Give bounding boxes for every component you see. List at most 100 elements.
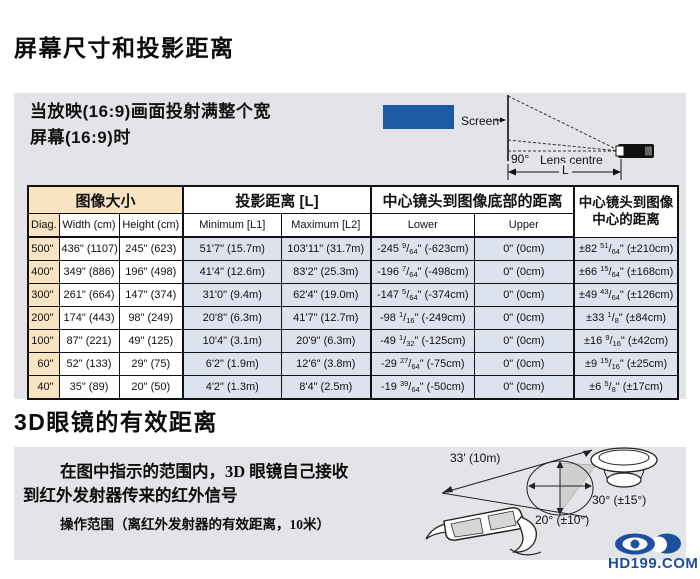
hd199-eye-logo-icon (615, 533, 681, 555)
table-row: 40" 35" (89) 20" (50) 4'2" (1.3m) 8'4" (2.5m… (27, 375, 679, 400)
table-cell: 196" (498) (118, 260, 184, 284)
group-header-image-size: 图像大小 (27, 185, 184, 214)
table-cell: 500" (27, 236, 60, 261)
table-cell: 261" (664) (58, 283, 120, 307)
table-group-header-row: 图像大小 投影距离 [L] 中心镜头到图像底部的距离 中心镜头到图像中心的距离 (27, 185, 679, 238)
table-cell: 200" (27, 306, 60, 330)
group-header-lens-to-center: 中心镜头到图像中心的距离 (573, 185, 679, 238)
watermark: HD199.COM (608, 533, 698, 573)
table-cell: 103'11" (31.7m) (280, 236, 372, 261)
table-cell: 10'4" (3.1m) (182, 329, 282, 353)
table-cell: 8'4" (2.5m) (280, 375, 372, 400)
angle-30deg-label: 30° (±15°) (592, 493, 647, 507)
glasses-section: 在图中指示的范围内，3D 眼镜自己接收 到红外发射器传来的红外信号 操作范围（离… (14, 447, 686, 560)
table-row: 200" 174" (443) 98" (249) 20'8" (6.3m) 41'7"… (27, 306, 679, 330)
glasses-text-line3: 操作范围（离红外发射器的有效距离，10米） (60, 517, 330, 532)
table-cell: ±66 15/64" (±168cm) (573, 260, 679, 284)
table-cell: 0" (0cm) (473, 375, 575, 400)
col-header-diag: Diag. (27, 213, 60, 238)
col-header-lower: Lower (370, 213, 475, 238)
table-cell: ±33 1/8" (±84cm) (573, 306, 679, 330)
table-cell: ±16 9/16" (±42cm) (573, 329, 679, 353)
col-header-height: Height (cm) (118, 213, 184, 238)
projection-section: 当放映(16:9)画面投射满整个宽 屏幕(16:9)时 Screen (14, 93, 686, 400)
table-cell: -196 7/64" (-498cm) (370, 260, 475, 284)
table-cell: 29" (75) (118, 352, 184, 376)
table-row: 300" 261" (664) 147" (374) 31'0" (9.4m) 62'4… (27, 283, 679, 307)
table-cell: 0" (0cm) (473, 306, 575, 330)
group-header-projection-distance: 投影距离 [L] (182, 185, 372, 214)
table-cell: ±9 15/16" (±25cm) (573, 352, 679, 376)
table-cell: 40" (27, 375, 60, 400)
table-cell: -49 1/32" (-125cm) (370, 329, 475, 353)
table-cell: 60" (27, 352, 60, 376)
table-cell: 51'7" (15.7m) (182, 236, 282, 261)
table-cell: 12'6" (3.8m) (280, 352, 372, 376)
group-header-lens-to-bottom: 中心镜头到图像底部的距离 (370, 185, 575, 214)
table-cell: 20" (50) (118, 375, 184, 400)
table-cell: 4'2" (1.3m) (182, 375, 282, 400)
col-header-upper: Upper (473, 213, 575, 238)
distance-33ft-label: 33' (10m) (450, 451, 501, 465)
projection-heading-line1: 当放映(16:9)画面投射满整个宽 (30, 102, 271, 121)
table-cell: 100" (27, 329, 60, 353)
table-cell: -245 9/64" (-623cm) (370, 236, 475, 261)
table-row: 60" 52" (133) 29" (75) 6'2" (1.9m) 12'6" (3.… (27, 352, 679, 376)
ir-emitter-icon (590, 447, 658, 488)
table-row: 100" 87" (221) 49" (125) 10'4" (3.1m) 20'9" … (27, 329, 679, 353)
table-cell: 62'4" (19.0m) (280, 283, 372, 307)
table-cell: 245" (623) (118, 236, 184, 261)
table-cell: 87" (221) (58, 329, 120, 353)
table-cell: 98" (249) (118, 306, 184, 330)
section2-title: 3D眼镜的有效距离 (14, 409, 218, 435)
lens-centre-label: Lens centre (540, 153, 603, 167)
projection-heading-line2: 屏幕(16:9)时 (30, 127, 131, 147)
watermark-text: HD199.COM (608, 555, 699, 572)
table-row: 400" 349" (886) 196" (498) 41'4" (12.6m) 83'… (27, 260, 679, 284)
table-sub-header-row: Diag. Width (cm) Height (cm) Minimum [L1… (27, 213, 678, 238)
glasses-text-line2: 到红外发射器传来的红外信号 (23, 486, 238, 505)
table-cell: 41'4" (12.6m) (182, 260, 282, 284)
table-cell: -147 5/64" (-374cm) (370, 283, 475, 307)
table-cell: 6'2" (1.9m) (182, 352, 282, 376)
table-cell: 300" (27, 283, 60, 307)
table-cell: 35" (89) (58, 375, 120, 400)
table-cell: ±82 51/64" (±210cm) (573, 236, 679, 261)
col-header-width: Width (cm) (58, 213, 120, 238)
angle-20deg-label: 20° (±10°) (535, 513, 590, 527)
table-cell: 0" (0cm) (473, 283, 575, 307)
col-header-minimum: Minimum [L1] (182, 213, 282, 238)
angle-90-label: 90° (511, 152, 530, 166)
table-cell: ±49 43/64" (±126cm) (573, 283, 679, 307)
table-cell: -98 1/16" (-249cm) (370, 306, 475, 330)
table-cell: 41'7" (12.7m) (280, 306, 372, 330)
table-cell: 52" (133) (58, 352, 120, 376)
distance-L-label: L (559, 163, 572, 177)
table-cell: 0" (0cm) (473, 352, 575, 376)
table-cell: 147" (374) (118, 283, 184, 307)
table-cell: 31'0" (9.4m) (182, 283, 282, 307)
table-cell: 174" (443) (58, 306, 120, 330)
table-cell: 49" (125) (118, 329, 184, 353)
table-cell: 0" (0cm) (473, 329, 575, 353)
table-cell: -29 27/64" (-75cm) (370, 352, 475, 376)
table-cell: 20'9" (6.3m) (280, 329, 372, 353)
projection-table: 图像大小 投影距离 [L] 中心镜头到图像底部的距离 中心镜头到图像中心的距离 … (27, 185, 680, 400)
table-row: 500" 436" (1107) 245" (623) 51'7" (15.7m) 10… (27, 236, 679, 261)
col-header-maximum: Maximum [L2] (280, 213, 372, 238)
screen-swatch (383, 105, 454, 129)
table-body: 500" 436" (1107) 245" (623) 51'7" (15.7m) 10… (27, 236, 679, 400)
table-cell: 400" (27, 260, 60, 284)
3d-glasses-icon (425, 507, 542, 556)
table-cell: 83'2" (25.3m) (280, 260, 372, 284)
projection-heading: 当放映(16:9)画面投射满整个宽 屏幕(16:9)时 (30, 99, 271, 150)
table-cell: ±6 5/8" (±17cm) (573, 375, 679, 400)
section1-title: 屏幕尺寸和投影距离 (14, 35, 235, 61)
table-cell: 436" (1107) (58, 236, 120, 261)
screen-label: Screen (461, 114, 500, 128)
table-cell: 20'8" (6.3m) (182, 306, 282, 330)
table-cell: 349" (886) (58, 260, 120, 284)
table-cell: 0" (0cm) (473, 236, 575, 261)
projector-icon (618, 144, 654, 158)
